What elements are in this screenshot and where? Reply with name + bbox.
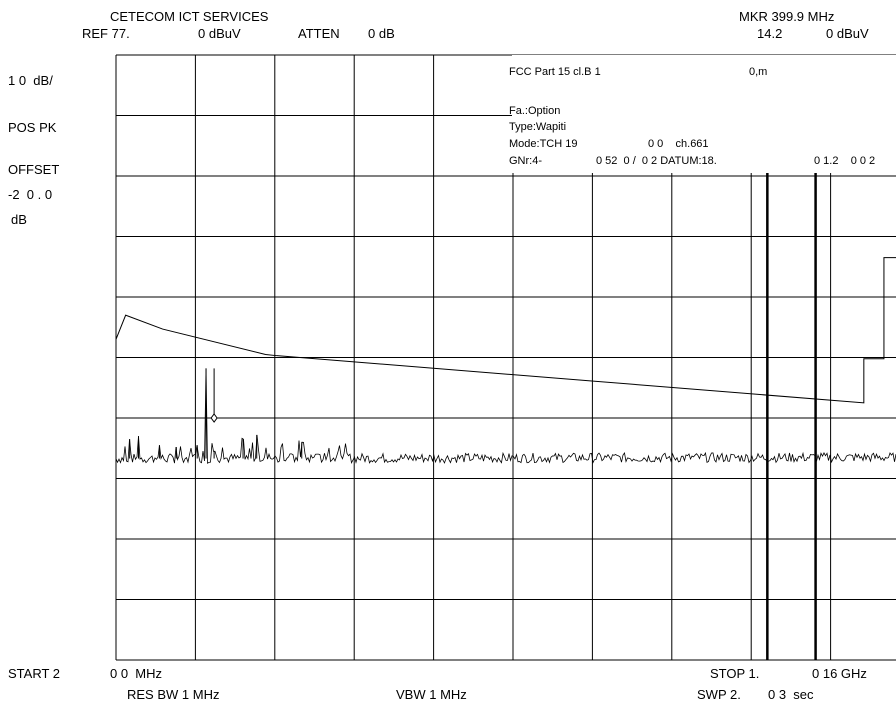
marker-unit: 0 dBuV: [826, 26, 869, 41]
start-label: START 2: [8, 666, 61, 681]
date-values: 0 1.2 0 0 2: [814, 155, 876, 167]
chart-grid: [115, 54, 896, 661]
swp-label: SWP 2.: [697, 687, 741, 702]
mode-label: Mode:TCH 19: [509, 138, 578, 150]
fa-label: Fa.:Option: [509, 105, 561, 117]
distance-label: 0,m: [749, 66, 768, 78]
stop-label: STOP 1.: [710, 666, 760, 681]
atten-value: 0 dB: [368, 26, 395, 41]
limit-label: FCC Part 15 cl.B 1: [509, 66, 601, 78]
ref-label: REF 77.: [82, 26, 130, 41]
scale-label: 1 0 dB/: [8, 73, 53, 88]
marker-frequency: MKR 399.9 MHz: [739, 9, 835, 24]
gnr-label: GNr:4-: [509, 155, 542, 167]
type-label: Type:Wapiti: [509, 121, 567, 133]
stop-value: 0 16 GHz: [812, 666, 867, 681]
ref-value: 0 dBuV: [198, 26, 241, 41]
spectrum-trace: [115, 368, 896, 465]
marker-level: 14.2: [757, 26, 783, 41]
mode-values: 0 0 ch.661: [648, 138, 709, 150]
gnr-values: 0 52 0 / 0 2 DATUM:18.: [596, 155, 717, 167]
chart-series: [115, 139, 896, 660]
info-box-mask: [512, 55, 896, 173]
start-value: 0 0 MHz: [110, 666, 163, 681]
detector-label: POS PK: [8, 120, 57, 135]
vbw-label: VBW 1 MHz: [396, 687, 467, 702]
offset-value: -2 0 . 0: [8, 187, 53, 202]
limit-line: [115, 257, 896, 404]
res-bw-label: RES BW 1 MHz: [127, 687, 220, 702]
swp-value: 0 3 sec: [768, 687, 814, 702]
marker-diamond-icon: [210, 413, 218, 423]
offset-unit: dB: [11, 212, 27, 227]
company-label: CETECOM ICT SERVICES: [110, 9, 269, 24]
atten-label: ATTEN: [298, 26, 340, 41]
offset-label: OFFSET: [8, 162, 60, 177]
